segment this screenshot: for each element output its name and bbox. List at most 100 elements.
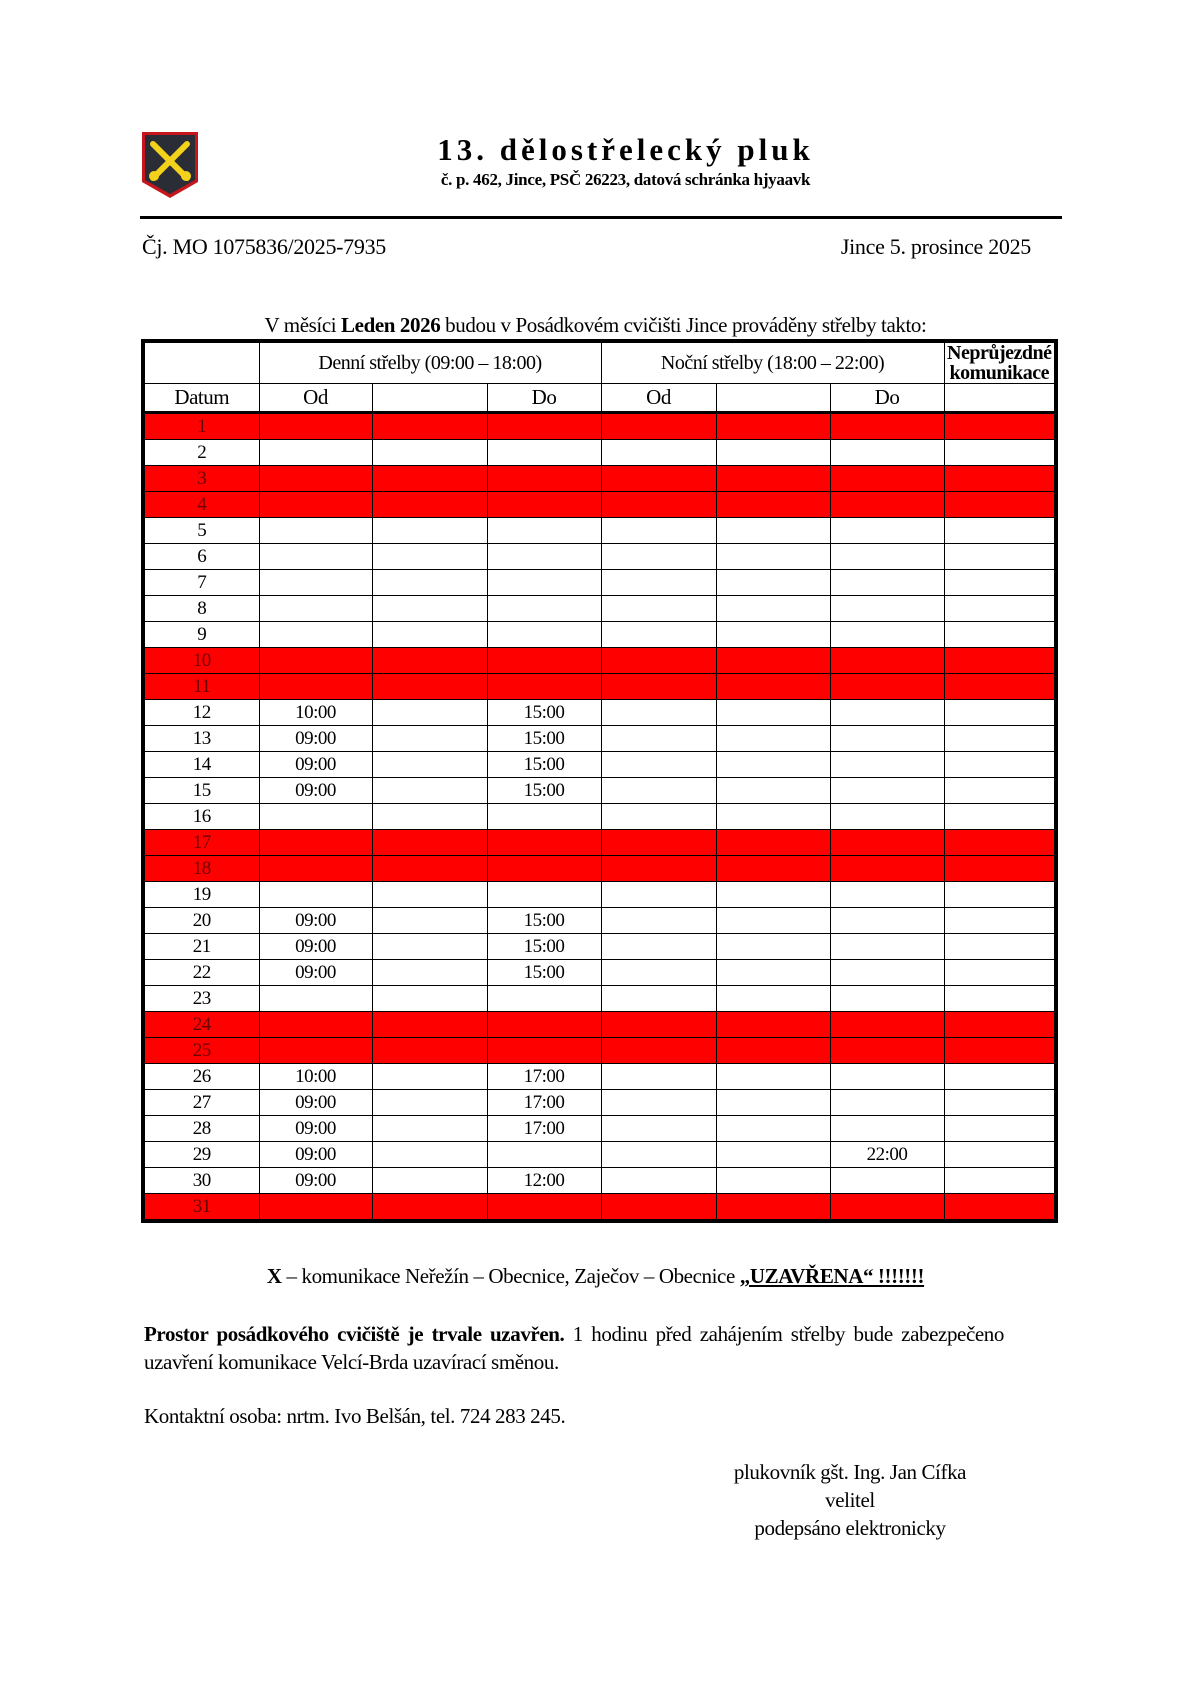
time-cell: 15:00 <box>486 933 602 960</box>
date-cell: 20 <box>142 907 260 934</box>
date-cell: 21 <box>142 933 260 960</box>
time-cell <box>600 985 717 1012</box>
time-cell <box>943 673 1057 700</box>
time-cell <box>715 517 831 544</box>
time-cell <box>486 491 602 518</box>
table-row: 12 10:00 15:00 <box>142 699 1057 726</box>
time-cell <box>486 1011 602 1038</box>
time-cell <box>600 1037 717 1064</box>
date-cell: 31 <box>142 1193 260 1222</box>
reference-number: Čj. MO 1075836/2025-7935 <box>142 234 386 259</box>
time-cell <box>258 855 373 882</box>
intro-month: Leden 2026 <box>341 313 441 337</box>
time-cell <box>829 1063 945 1090</box>
time-cell <box>486 881 602 908</box>
date-cell: 10 <box>142 647 260 674</box>
table-row: 17 <box>142 829 1057 856</box>
time-cell <box>486 569 602 596</box>
time-cell <box>943 959 1057 986</box>
table-row: 29 09:00 22:00 <box>142 1141 1057 1168</box>
time-cell <box>829 985 945 1012</box>
time-cell: 09:00 <box>258 959 373 986</box>
time-cell <box>600 699 717 726</box>
time-cell <box>258 517 373 544</box>
time-cell <box>943 777 1057 804</box>
time-cell <box>258 439 373 466</box>
date-cell: 6 <box>142 543 260 570</box>
signature-block: plukovník gšt. Ing. Jan Cífka velitel po… <box>700 1458 1000 1542</box>
time-cell <box>371 907 488 934</box>
time-cell <box>486 829 602 856</box>
table-row: 9 <box>142 621 1057 648</box>
sub-header-cell <box>715 383 831 414</box>
time-cell <box>371 1115 488 1142</box>
time-cell <box>829 777 945 804</box>
time-cell <box>943 751 1057 778</box>
time-cell <box>715 829 831 856</box>
regiment-emblem-logo <box>142 132 198 198</box>
time-cell <box>829 699 945 726</box>
time-cell <box>486 621 602 648</box>
time-cell <box>600 751 717 778</box>
date-cell: 1 <box>142 412 260 440</box>
time-cell <box>715 1037 831 1064</box>
time-cell: 09:00 <box>258 1167 373 1194</box>
time-cell <box>600 907 717 934</box>
legend-mark: X <box>266 1264 282 1288</box>
time-cell <box>600 412 717 440</box>
time-cell <box>943 907 1057 934</box>
time-cell <box>715 412 831 440</box>
time-cell <box>715 1141 831 1168</box>
time-cell <box>258 1037 373 1064</box>
table-row: 22 09:00 15:00 <box>142 959 1057 986</box>
header-divider <box>140 216 1062 219</box>
time-cell <box>715 621 831 648</box>
time-cell <box>943 1141 1057 1168</box>
time-cell <box>829 1115 945 1142</box>
time-cell <box>258 673 373 700</box>
time-cell <box>371 725 488 752</box>
time-cell <box>943 439 1057 466</box>
intro-sentence: V měsíci Leden 2026 budou v Posádkovém c… <box>0 313 1191 338</box>
time-cell <box>371 699 488 726</box>
time-cell <box>715 569 831 596</box>
time-cell <box>829 673 945 700</box>
document-title: 13. dělostřelecký pluk <box>437 132 814 167</box>
date-cell: 2 <box>142 439 260 466</box>
time-cell <box>371 1011 488 1038</box>
address-line: č. p. 462, Jince, PSČ 26223, datová schr… <box>440 170 811 189</box>
time-cell <box>943 1193 1057 1222</box>
time-cell <box>600 1115 717 1142</box>
time-cell: 17:00 <box>486 1115 602 1142</box>
legend-note: X – komunikace Neřežín – Obecnice, Zaječ… <box>0 1264 1191 1289</box>
time-cell <box>829 595 945 622</box>
time-cell <box>258 621 373 648</box>
table-row: 15 09:00 15:00 <box>142 777 1057 804</box>
table-row: 5 <box>142 517 1057 544</box>
time-cell <box>715 1193 831 1222</box>
time-cell <box>371 1193 488 1222</box>
time-cell <box>715 543 831 570</box>
time-cell <box>258 543 373 570</box>
time-cell <box>715 1063 831 1090</box>
time-cell <box>715 673 831 700</box>
table-row: 27 09:00 17:00 <box>142 1089 1057 1116</box>
time-cell <box>371 465 488 492</box>
date-cell: 3 <box>142 465 260 492</box>
sub-header-cell: Datum <box>142 383 260 414</box>
time-cell <box>371 595 488 622</box>
firing-schedule-table: Denní střelby (09:00 – 18:00) Noční stře… <box>141 339 1058 1223</box>
time-cell <box>258 491 373 518</box>
time-cell <box>715 725 831 752</box>
time-cell <box>600 621 717 648</box>
time-cell <box>715 855 831 882</box>
date-cell: 5 <box>142 517 260 544</box>
time-cell: 09:00 <box>258 1141 373 1168</box>
time-cell <box>943 1037 1057 1064</box>
time-cell <box>371 959 488 986</box>
date-cell: 30 <box>142 1167 260 1194</box>
time-cell <box>715 699 831 726</box>
time-cell <box>371 647 488 674</box>
time-cell <box>600 777 717 804</box>
signature-note: podepsáno elektronicky <box>754 1516 946 1540</box>
